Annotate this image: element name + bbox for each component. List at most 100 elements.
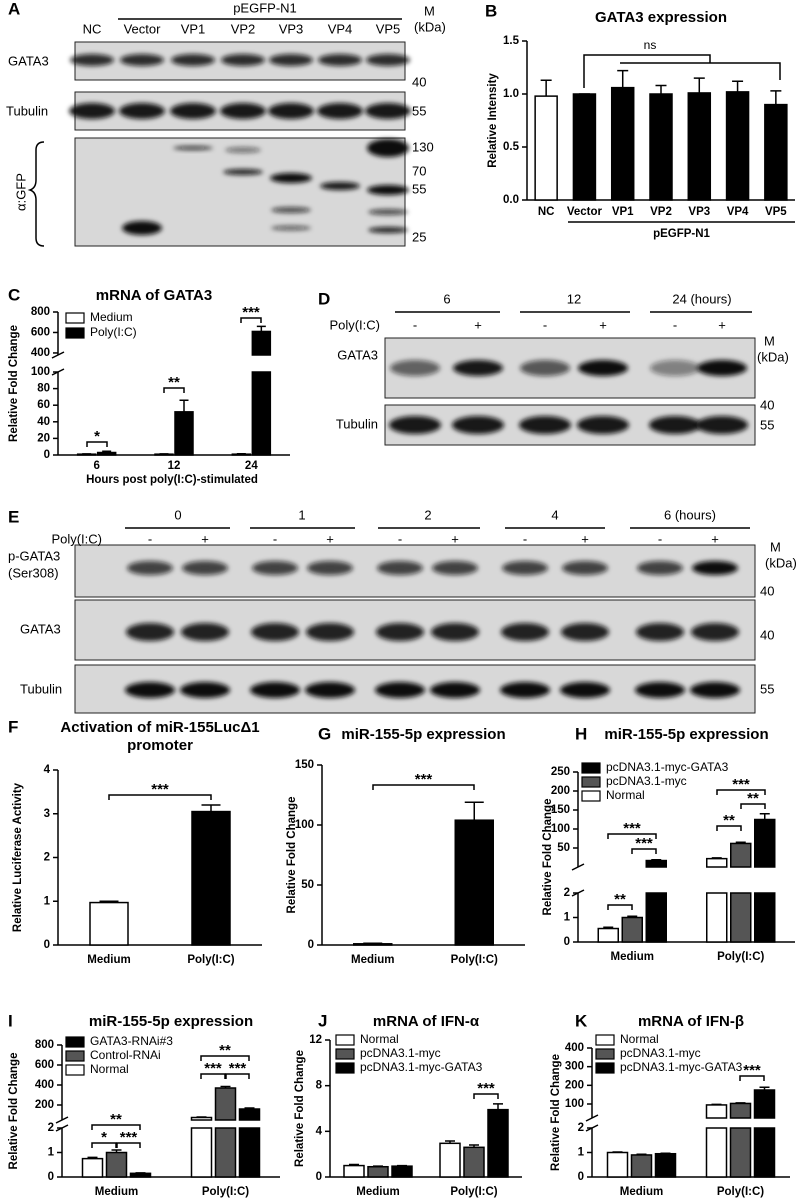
significance-label: ** [614,891,626,908]
error-bar [179,399,189,412]
y-tick-label: 1.5 [503,35,520,47]
x-tick-label: Medium [620,1186,663,1198]
error-bar [759,1086,770,1090]
band [305,682,355,698]
lane-label: VP5 [376,21,401,36]
x-tick-label: 12 [168,460,181,472]
chart-title: miR-155-5p expression [341,726,505,743]
error-bar [349,1163,359,1166]
time-label: 1 [298,507,305,522]
y-tick-label: 4 [316,1125,323,1137]
band [649,416,701,434]
treatment-sign: - [523,531,527,546]
error-bar [693,77,705,93]
error-bar [464,801,484,821]
bar [764,103,788,201]
bar [190,1116,213,1121]
bar [572,93,597,201]
axis-break [571,863,585,871]
significance-bracket [473,1093,499,1099]
y-tick-label: 0.5 [503,141,520,153]
y-tick-label: 200 [551,785,570,797]
bar [214,1087,237,1121]
row-label: (Ser308) [8,565,59,580]
row-label: GATA3 [337,347,378,362]
y-tick-label: 0 [308,939,314,951]
bar [190,1127,213,1178]
band [637,561,683,575]
marker-label: 70 [412,163,426,178]
significance-bracket [200,1055,250,1061]
brace [27,141,45,247]
y-tick-label: 8 [316,1080,323,1092]
bar [654,1152,677,1178]
y-axis-label: Relative Fold Change [286,797,298,914]
error-bar [87,1156,98,1159]
axis-break [51,368,65,376]
y-tick-label: 2 [48,1122,54,1134]
x-tick-label: VP1 [612,206,634,218]
marker-label: 40 [760,397,774,412]
bar [439,1142,461,1178]
x-tick-label: Poly(I:C) [187,954,234,966]
band [223,169,263,175]
treatment-sign: - [148,531,152,546]
axis-break [585,1124,599,1132]
band [562,561,608,575]
y-tick-label: 2 [564,887,570,899]
significance-bracket [740,803,766,809]
error-bar [636,1153,647,1155]
bar [606,1151,629,1178]
x-tick-label: VP4 [727,206,749,218]
treatment-sign: - [543,317,547,332]
legend-label: pcDNA3.1-myc [360,1046,441,1060]
band [690,682,740,698]
bar [89,901,129,946]
band [691,623,739,641]
error-bar [102,450,112,453]
bar [610,86,635,201]
significance-label: *** [242,304,260,321]
legend-swatch [581,762,601,774]
legend-label: Normal [90,1062,129,1076]
marker-label: 40 [412,74,426,89]
y-tick-label: 1 [578,1147,585,1159]
x-tick-label: Medium [87,954,130,966]
chart-title: mRNA of GATA3 [96,287,212,304]
significance-bracket [739,1075,765,1081]
legend-label: pcDNA3.1-myc-GATA3 [360,1060,483,1074]
y-tick-label: 400 [565,1042,584,1054]
chart-title: miR-155-5p expression [604,726,768,743]
x-tick-label: Vector [567,206,603,218]
chart-title: mRNA of IFN-β [638,1013,744,1030]
error-bar [711,1103,722,1106]
legend-swatch [65,1036,85,1048]
legend-swatch [595,1062,615,1074]
group-label: pEGFP-N1 [233,0,297,15]
y-tick-label: 100 [565,1098,584,1110]
chart-title: Activation of miR-155LucΔ1 [60,719,259,736]
y-tick-label: 250 [551,766,570,778]
bar [191,810,231,946]
significance-label: * [94,428,100,445]
significance-bracket [225,1073,250,1079]
bar [705,1104,728,1119]
lane-label: VP1 [181,21,206,36]
marker-title: M [424,3,435,18]
y-tick-label: 40 [37,416,50,428]
panel-label: B [485,1,497,20]
significance-bracket [91,1124,141,1130]
legend-label: pcDNA3.1-myc-GATA3 [606,760,729,774]
significance-bracket [91,1142,117,1148]
band [251,623,299,641]
x-tick-label: Poly(I:C) [717,951,764,963]
band [367,185,409,195]
error-bar [735,1102,746,1104]
panel-label: H [575,724,587,743]
legend-label: Normal [360,1032,399,1046]
x-tick-label: Poly(I:C) [202,1186,249,1198]
y-axis-label: Relative Fold Change [542,799,554,916]
band [390,360,440,376]
error-bar [244,1107,255,1109]
band [389,416,441,434]
